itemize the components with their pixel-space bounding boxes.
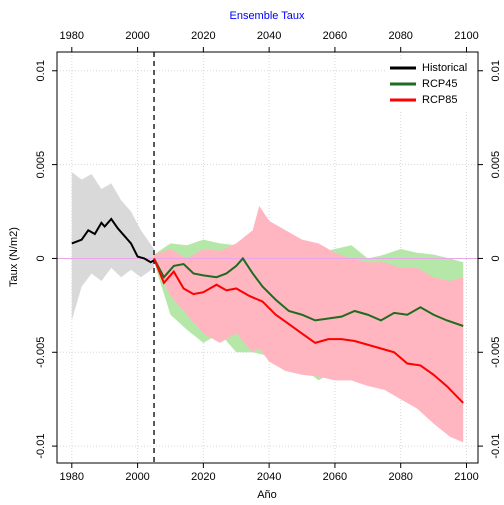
y-tick-label-right: 0.005 <box>490 151 502 179</box>
x-axis-label: Año <box>257 489 277 501</box>
band <box>154 205 464 443</box>
series-line <box>153 256 464 327</box>
x-tick-label: 2040 <box>257 471 281 483</box>
legend-label: RCP85 <box>422 94 457 106</box>
band <box>71 172 155 321</box>
y-tick-label: -0.01 <box>35 434 47 459</box>
y-tick-label: 0.01 <box>35 60 47 81</box>
y-tick-label: -0.005 <box>35 337 47 368</box>
x-tick-label-top: 2000 <box>125 30 149 42</box>
x-tick-label: 1980 <box>60 471 84 483</box>
y-tick-label-right: 0.01 <box>490 60 502 81</box>
y-tick-label: 0 <box>35 255 47 261</box>
y-axis-label: Taux (N/m2) <box>8 227 20 287</box>
legend-label: RCP45 <box>422 78 457 90</box>
series-line <box>71 217 155 264</box>
y-tick-label-right: -0.005 <box>490 337 502 368</box>
x-tick-label: 2020 <box>191 471 215 483</box>
y-tick-label: 0.005 <box>35 151 47 179</box>
x-tick-label-top: 2060 <box>323 30 347 42</box>
chart-title: Ensemble Taux <box>229 10 305 22</box>
legend-label: Historical <box>422 62 467 74</box>
x-tick-label: 2100 <box>454 471 478 483</box>
x-tick-label-top: 1980 <box>60 30 84 42</box>
x-tick-label: 2080 <box>388 471 412 483</box>
y-tick-label-right: 0 <box>490 255 502 261</box>
plot-frame <box>56 51 479 464</box>
y-tick-label-right: -0.01 <box>490 434 502 459</box>
x-tick-label-top: 2080 <box>388 30 412 42</box>
x-tick-label: 2060 <box>323 471 347 483</box>
x-tick-label-top: 2020 <box>191 30 215 42</box>
x-tick-label-top: 2100 <box>454 30 478 42</box>
x-tick-label-top: 2040 <box>257 30 281 42</box>
series-line <box>153 258 464 404</box>
x-tick-label: 2000 <box>125 471 149 483</box>
